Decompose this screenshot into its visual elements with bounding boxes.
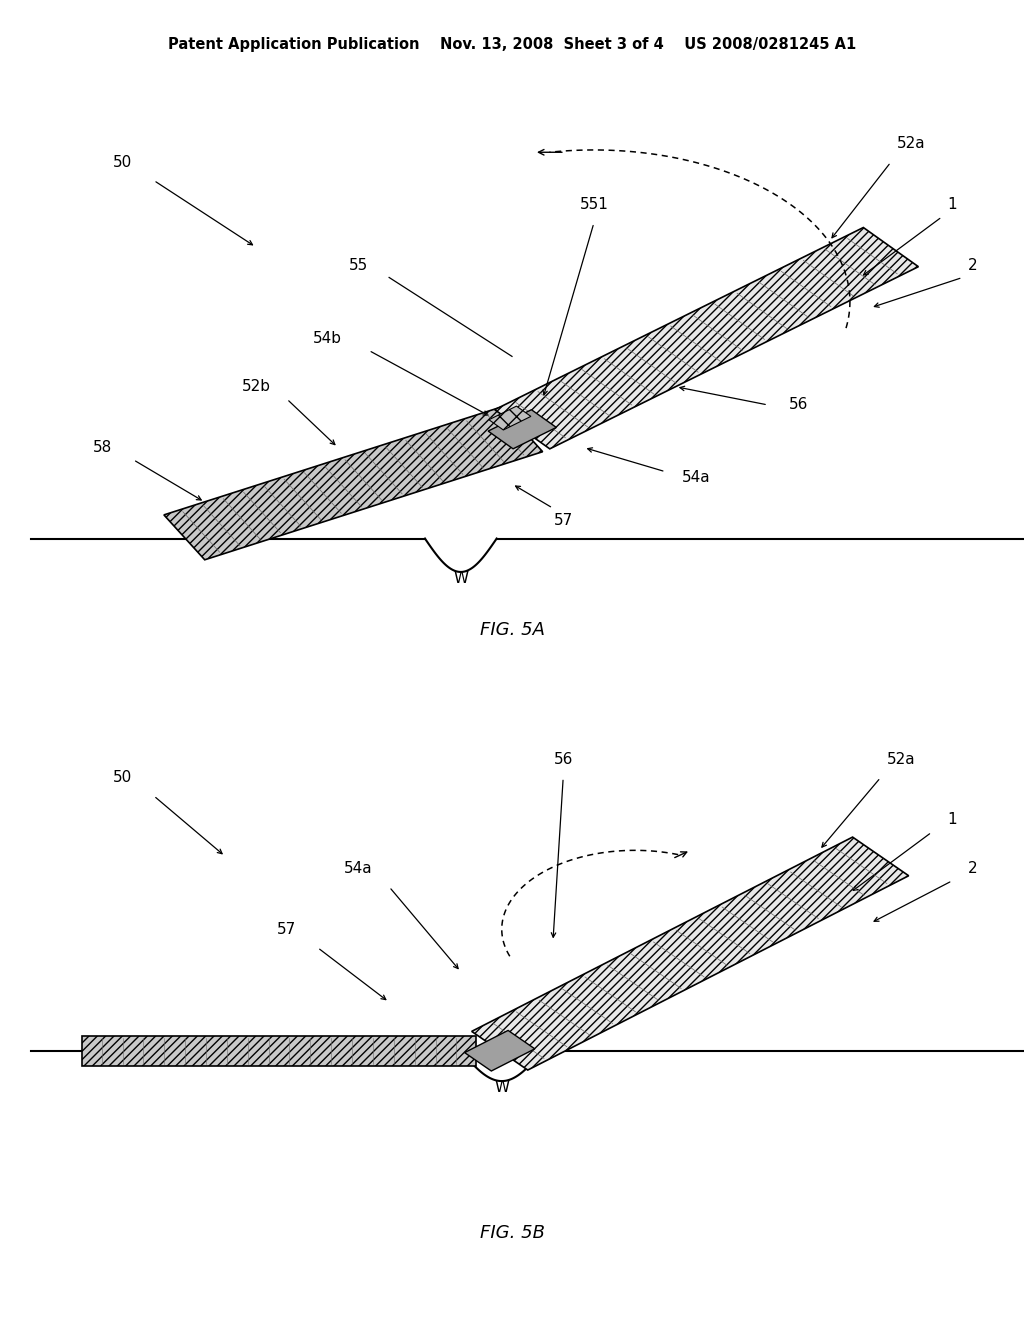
Text: 2: 2 [968, 861, 978, 876]
Text: 50: 50 [114, 154, 132, 169]
Polygon shape [488, 409, 556, 449]
Text: 50: 50 [114, 770, 132, 785]
Polygon shape [164, 407, 543, 560]
Polygon shape [488, 407, 530, 430]
Text: W: W [454, 570, 468, 586]
Text: 57: 57 [554, 513, 572, 528]
Polygon shape [495, 227, 919, 449]
Polygon shape [465, 1031, 535, 1071]
Text: 52b: 52b [242, 379, 270, 395]
Text: FIG. 5B: FIG. 5B [479, 1224, 545, 1242]
Polygon shape [82, 1035, 476, 1067]
Text: 56: 56 [554, 752, 572, 767]
Text: 2: 2 [968, 257, 978, 273]
Text: 55: 55 [349, 257, 368, 273]
Text: FIG. 5A: FIG. 5A [479, 620, 545, 639]
Text: 54a: 54a [344, 861, 373, 876]
Text: 52a: 52a [897, 136, 926, 152]
Text: W: W [495, 1080, 509, 1094]
Polygon shape [472, 837, 908, 1071]
Text: 1: 1 [947, 197, 957, 213]
Text: 56: 56 [790, 397, 808, 412]
Text: 54b: 54b [313, 331, 342, 346]
Text: 57: 57 [278, 921, 296, 937]
Text: 54a: 54a [682, 470, 711, 486]
Text: 58: 58 [93, 440, 112, 455]
Text: 551: 551 [580, 197, 608, 213]
Text: 52a: 52a [887, 752, 915, 767]
Text: 1: 1 [947, 813, 957, 828]
Text: Patent Application Publication    Nov. 13, 2008  Sheet 3 of 4    US 2008/0281245: Patent Application Publication Nov. 13, … [168, 37, 856, 51]
